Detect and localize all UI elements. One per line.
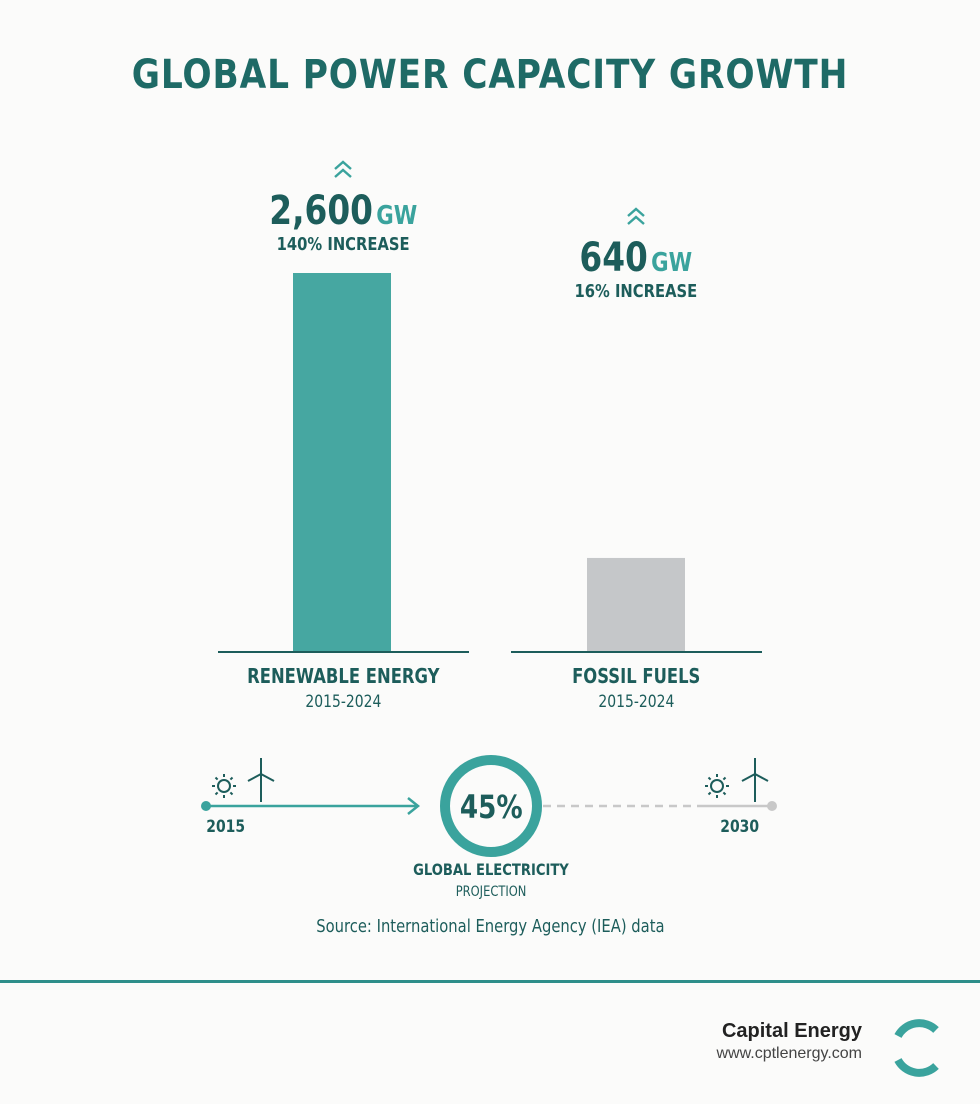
- bar-unit-label: GW: [651, 248, 693, 278]
- timeline-start-dot: [201, 801, 211, 811]
- fossil-header: 640 GW 16% INCREASE: [511, 203, 761, 302]
- wind-turbine-icon: [247, 758, 275, 802]
- timeline-start: 2015: [196, 817, 256, 837]
- donut-value-wrap: 45%: [441, 788, 541, 826]
- category-renewable: RENEWABLE ENERGY 2015-2024: [218, 664, 468, 712]
- source-note: Source: International Energy Agency (IEA…: [0, 916, 980, 937]
- start-year: 2015: [206, 817, 246, 837]
- projection-value: 45%: [459, 788, 523, 826]
- bar-fossil: [587, 557, 685, 651]
- source-text: Source: International Energy Agency (IEA…: [315, 916, 665, 937]
- category-fossil: FOSSIL FUELS 2015-2024: [511, 664, 761, 712]
- c-logo-icon: [894, 1019, 939, 1077]
- category-label: RENEWABLE ENERGY: [246, 664, 440, 688]
- timeline: [201, 755, 777, 857]
- renewable-header: 2,600 GW 140% INCREASE: [218, 156, 468, 255]
- bar-value-label: 2,600: [268, 188, 373, 234]
- company-url: www.cptlenergy.com: [716, 1045, 862, 1062]
- end-year: 2030: [720, 817, 760, 837]
- bar-renewable: [293, 273, 391, 651]
- sun-icon: [705, 774, 729, 798]
- timeline-end: 2030: [710, 817, 770, 837]
- sun-icon: [212, 774, 236, 798]
- company-info: Capital Energy www.cptlenergy.com: [716, 1020, 862, 1063]
- chevron-up-icon: [334, 160, 352, 178]
- projection-caption: GLOBAL ELECTRICITY PROJECTION: [380, 860, 602, 900]
- bars-layer: [293, 273, 685, 651]
- projection-sub: PROJECTION: [455, 884, 527, 900]
- bar-value-label: 640: [579, 235, 649, 281]
- wind-turbine-icon: [741, 758, 769, 802]
- timeline-end-dot: [767, 801, 777, 811]
- category-label: FOSSIL FUELS: [571, 664, 701, 688]
- period-label: 2015-2024: [597, 692, 674, 712]
- increase-label: 140% INCREASE: [276, 234, 410, 255]
- bar-chart: [218, 273, 762, 653]
- bar-unit-label: GW: [376, 201, 418, 231]
- donut-progress: [440, 755, 542, 857]
- chevron-up-icon: [627, 207, 645, 225]
- projection-label: GLOBAL ELECTRICITY: [413, 860, 569, 879]
- arrow-right-icon: [407, 797, 421, 815]
- footer-divider: [0, 980, 980, 983]
- chart-title: GLOBAL POWER CAPACITY GROWTH: [131, 52, 849, 98]
- increase-label: 16% INCREASE: [574, 281, 698, 302]
- company-name: Capital Energy: [721, 1020, 862, 1042]
- period-label: 2015-2024: [304, 692, 381, 712]
